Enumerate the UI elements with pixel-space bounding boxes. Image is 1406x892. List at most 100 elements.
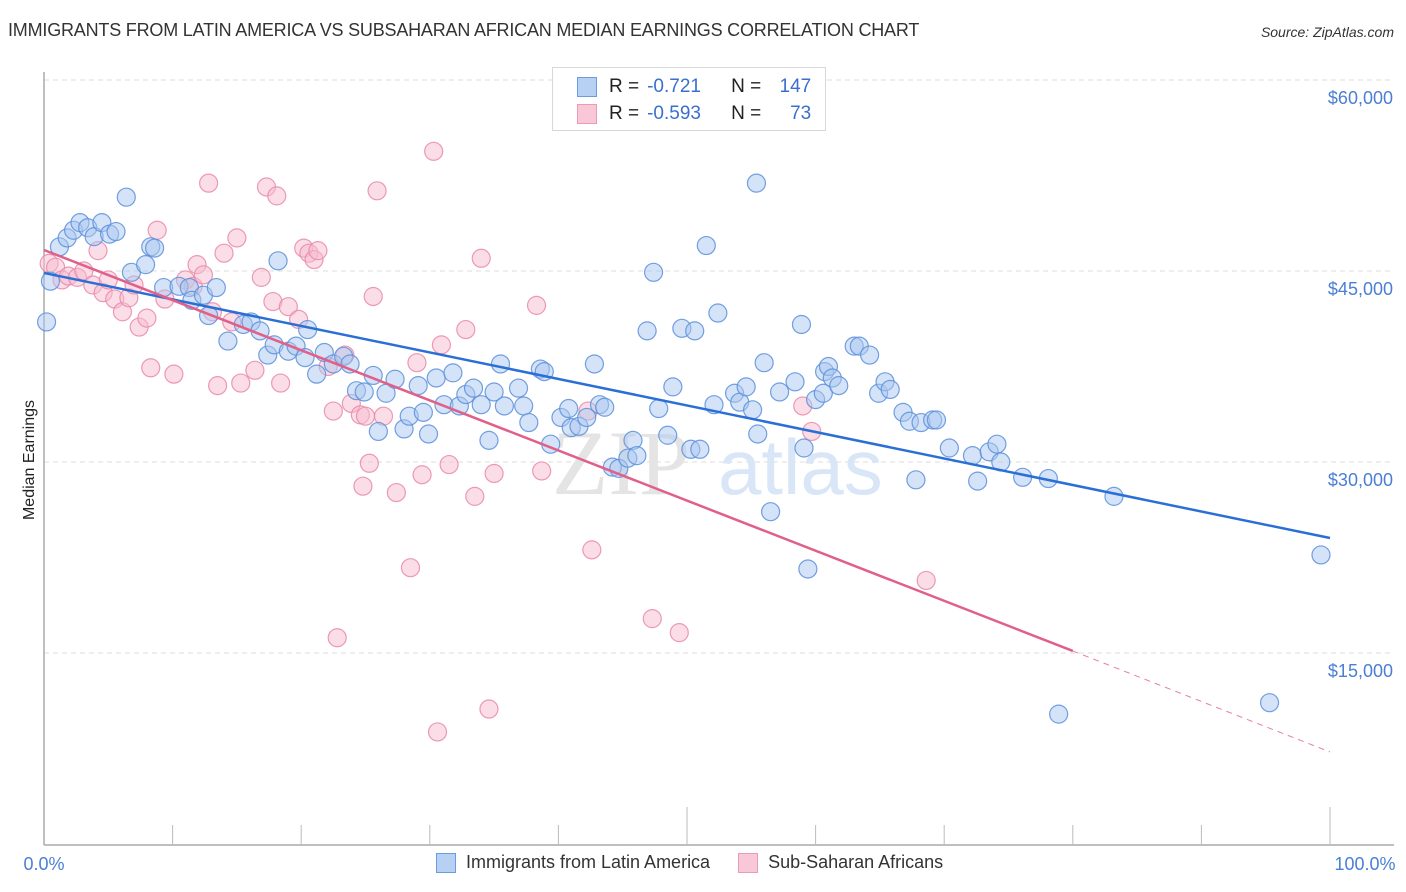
data-point-latin-america <box>206 277 226 298</box>
data-point-latin-america <box>584 354 605 374</box>
data-point-latin-america <box>760 502 781 522</box>
data-point-latin-america <box>36 312 57 332</box>
r-label: R = <box>609 76 640 97</box>
data-point-latin-america <box>268 251 288 271</box>
trendlines <box>43 248 1331 753</box>
data-point-sub-saharan <box>400 558 421 578</box>
data-point-sub-saharan <box>367 181 387 201</box>
watermark: ZIP atlas <box>552 412 883 514</box>
legend-item-sub-saharan[interactable]: Sub-Saharan Africans <box>738 852 943 873</box>
correlation-legend: R = -0.721 N = 147 R = -0.593 N = 73 <box>552 67 826 131</box>
data-point-latin-america <box>906 470 926 490</box>
data-point-latin-america <box>490 354 511 374</box>
data-point-latin-america <box>1259 693 1280 713</box>
data-point-latin-america <box>791 314 812 335</box>
data-point-latin-america <box>798 559 818 579</box>
data-point-sub-saharan <box>164 364 184 384</box>
data-point-sub-saharan <box>582 540 602 560</box>
legend-row-sub-saharan: R = -0.593 N = 73 <box>577 102 811 126</box>
data-point-latin-america <box>494 396 514 416</box>
data-point-latin-america <box>658 425 678 445</box>
data-point-sub-saharan <box>227 228 247 248</box>
data-point-sub-saharan <box>484 463 504 484</box>
data-point-sub-saharan <box>916 570 936 591</box>
data-point-sub-saharan <box>199 173 219 193</box>
data-point-latin-america <box>1013 467 1033 487</box>
legend-label: Immigrants from Latin America <box>466 852 711 872</box>
data-point-sub-saharan <box>642 609 662 629</box>
x-tick-label-min: 0.0% <box>23 854 64 874</box>
n-value: 73 <box>790 103 812 124</box>
data-point-latin-america <box>813 383 833 403</box>
data-point-latin-america <box>627 446 647 466</box>
n-value: 147 <box>779 76 812 97</box>
data-point-sub-saharan <box>147 220 167 240</box>
data-point-sub-saharan <box>669 623 689 643</box>
data-point-latin-america <box>368 421 388 442</box>
data-point-latin-america <box>116 187 136 207</box>
data-point-latin-america <box>643 262 664 282</box>
data-point-latin-america <box>426 368 446 388</box>
x-tick-label-max: 100.0% <box>1334 854 1395 874</box>
data-point-sub-saharan <box>471 248 491 268</box>
data-point-latin-america <box>514 396 534 416</box>
data-point-latin-america <box>746 173 767 193</box>
data-point-latin-america <box>463 378 484 398</box>
data-point-latin-america <box>135 255 156 275</box>
data-point-latin-america <box>860 345 880 365</box>
trendline-latin-america <box>43 271 1331 540</box>
data-point-sub-saharan <box>359 453 379 473</box>
data-point-latin-america <box>748 424 768 444</box>
data-point-sub-saharan <box>431 335 451 355</box>
data-point-latin-america <box>354 382 374 402</box>
data-point-latin-america <box>987 434 1007 454</box>
data-point-latin-america <box>690 439 710 459</box>
data-point-latin-america <box>685 321 705 341</box>
data-point-latin-america <box>696 235 716 256</box>
r-value: -0.593 <box>647 103 701 124</box>
axes <box>43 72 1394 846</box>
data-point-sub-saharan <box>427 722 448 742</box>
data-point-latin-america <box>829 376 849 396</box>
data-point-sub-saharan <box>141 358 161 378</box>
data-point-latin-america <box>106 221 126 242</box>
data-point-latin-america <box>144 238 165 258</box>
data-point-latin-america <box>577 407 597 428</box>
data-point-latin-america <box>218 331 238 351</box>
data-point-latin-america <box>939 438 959 458</box>
legend-row-latin-america: R = -0.721 N = 147 <box>577 75 811 99</box>
y-axis-label: Median Earnings <box>21 400 38 520</box>
y-tick-label: $60,000 <box>1328 88 1393 108</box>
legend-label: Sub-Saharan Africans <box>768 852 944 872</box>
data-point-sub-saharan <box>355 406 376 426</box>
source-label: Source: ZipAtlas.com <box>1260 24 1394 40</box>
data-point-sub-saharan <box>363 286 383 307</box>
data-point-latin-america <box>1104 486 1124 506</box>
data-point-latin-america <box>1311 545 1331 565</box>
data-point-latin-america <box>508 378 529 398</box>
data-point-latin-america <box>408 376 428 396</box>
data-point-latin-america <box>479 430 499 450</box>
data-point-sub-saharan <box>456 319 476 340</box>
data-point-latin-america <box>880 379 900 400</box>
data-point-sub-saharan <box>231 373 251 393</box>
r-label: R = <box>609 103 640 124</box>
data-point-latin-america <box>307 364 327 384</box>
data-point-sub-saharan <box>251 267 271 287</box>
r-value: -0.721 <box>647 76 701 97</box>
data-point-sub-saharan <box>271 373 291 393</box>
data-point-latin-america <box>519 412 539 433</box>
data-point-latin-america <box>1049 704 1069 724</box>
data-point-sub-saharan <box>479 699 499 719</box>
data-point-latin-america <box>595 397 615 417</box>
y-tick-label: $45,000 <box>1328 279 1393 299</box>
data-point-latin-america <box>794 438 814 458</box>
data-point-latin-america <box>471 395 491 415</box>
data-point-sub-saharan <box>353 476 373 496</box>
data-point-sub-saharan <box>308 241 328 261</box>
data-point-latin-america <box>40 271 61 291</box>
data-point-latin-america <box>649 398 669 419</box>
gridlines <box>44 79 1394 654</box>
legend-item-latin-america[interactable]: Immigrants from Latin America <box>436 852 710 873</box>
data-point-sub-saharan <box>439 454 459 475</box>
